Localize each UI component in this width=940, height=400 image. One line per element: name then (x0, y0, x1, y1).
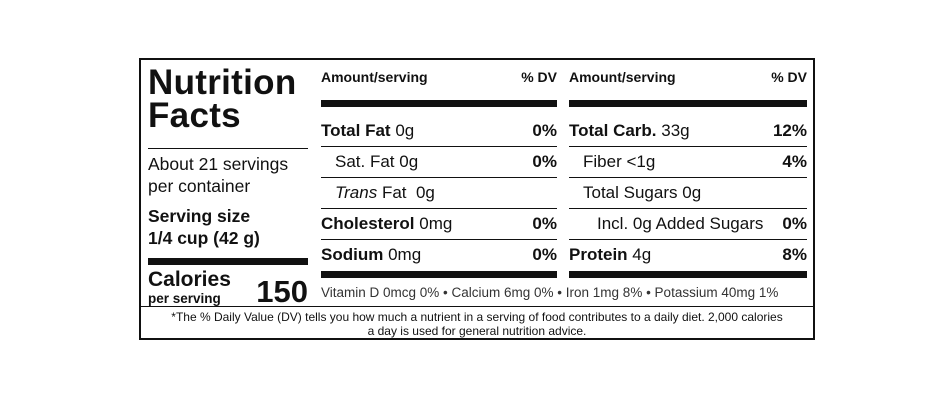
serving-size-label: Serving size (148, 206, 251, 226)
nutrient-dv: 8% (782, 245, 807, 264)
nutrient-dv: 0% (532, 214, 557, 233)
nutrient-name: Total Sugars (583, 183, 678, 202)
nutrient-name: Total Fat (321, 121, 391, 140)
nutrient-row: Sodium 0mg 0% (321, 239, 557, 270)
nutrient-column-right: Amount/serving % DV Total Carb. 33g 12% … (569, 66, 807, 278)
nutrient-dv: 12% (772, 121, 807, 140)
thick-bar (321, 271, 557, 278)
nutrient-row: Total Fat 0g 0% (321, 116, 557, 146)
servings-line1: About 21 servings (148, 154, 289, 174)
calories-sub: per serving (148, 291, 221, 306)
nutrient-row: Total Sugars 0g (569, 177, 807, 208)
nutrition-facts-label: Nutrition Facts About 21 servings per co… (139, 58, 815, 340)
nutrient-row: Total Carb. 33g 12% (569, 116, 807, 146)
nutrient-name: Cholesterol (321, 214, 415, 233)
divider (148, 148, 308, 149)
nutrition-summary: Nutrition Facts About 21 servings per co… (148, 63, 308, 308)
vitamins-minerals: Vitamin D 0mcg 0% • Calcium 6mg 0% • Iro… (321, 285, 779, 300)
nutrient-column-left: Amount/serving % DV Total Fat 0g 0% Sat.… (321, 66, 557, 278)
servings-per-container: About 21 servings per container (148, 153, 288, 197)
serving-size-value: 1/4 cup (42 g) (148, 228, 260, 248)
nutrient-amount: 0mg (419, 214, 453, 233)
nutrient-name-rest: Fat (381, 183, 407, 202)
nutrient-name: Protein (569, 245, 628, 264)
nutrient-dv: 4% (782, 152, 807, 171)
nutrient-name: Sodium (321, 245, 384, 264)
footnote: *The % Daily Value (DV) tells you how mu… (147, 310, 807, 338)
nutrient-row: Sat. Fat 0g 0% (321, 146, 557, 177)
nutrient-name: Fiber (583, 152, 622, 171)
title-nutrition: Nutrition (148, 63, 297, 102)
nutrient-dv: 0% (532, 245, 557, 264)
nutrient-amount: 0g (682, 183, 702, 202)
nutrient-dv: 0% (532, 121, 557, 140)
header-amount: Amount/serving (569, 69, 676, 85)
nutrient-name: Trans (335, 183, 378, 202)
nutrient-amount: 0g (395, 121, 415, 140)
footnote-line2: a day is used for general nutrition advi… (367, 324, 587, 338)
nutrient-amount: 4g (632, 245, 652, 264)
divider (141, 306, 813, 307)
servings-line2: per container (148, 176, 251, 196)
nutrient-amount: 0g (415, 183, 435, 202)
header-amount: Amount/serving (321, 69, 428, 85)
nutrient-row: Cholesterol 0mg 0% (321, 208, 557, 239)
nutrient-name: Incl. (597, 214, 629, 233)
calories-row: Calories per serving 150 (148, 269, 308, 309)
nutrient-amount: 0g (399, 152, 419, 171)
nutrient-amount: 0g Added Sugars (632, 214, 764, 233)
thick-bar (321, 100, 557, 107)
nutrient-name: Total Carb. (569, 121, 657, 140)
nutrient-name: Sat. Fat (335, 152, 395, 171)
footnote-line1: *The % Daily Value (DV) tells you how mu… (171, 310, 783, 324)
column-header: Amount/serving % DV (569, 66, 807, 88)
title-facts: Facts (148, 96, 241, 135)
nutrient-dv: 0% (532, 152, 557, 171)
column-header: Amount/serving % DV (321, 66, 557, 88)
thick-bar (569, 271, 807, 278)
nutrient-amount: <1g (626, 152, 656, 171)
nutrient-row: Trans Fat 0g (321, 177, 557, 208)
nutrient-row: Protein 4g 8% (569, 239, 807, 270)
calories-value: 150 (256, 274, 308, 309)
nutrient-row: Fiber <1g 4% (569, 146, 807, 177)
serving-size: Serving size 1/4 cup (42 g) (148, 205, 260, 249)
nutrient-dv: 0% (782, 214, 807, 233)
header-dv: % DV (771, 69, 807, 85)
nutrient-row: Incl. 0g Added Sugars 0% (569, 208, 807, 239)
nutrient-amount: 0mg (388, 245, 422, 264)
header-dv: % DV (521, 69, 557, 85)
calories-label: Calories (148, 268, 231, 291)
thick-bar (569, 100, 807, 107)
nutrient-amount: 33g (661, 121, 690, 140)
thick-divider (148, 258, 308, 265)
